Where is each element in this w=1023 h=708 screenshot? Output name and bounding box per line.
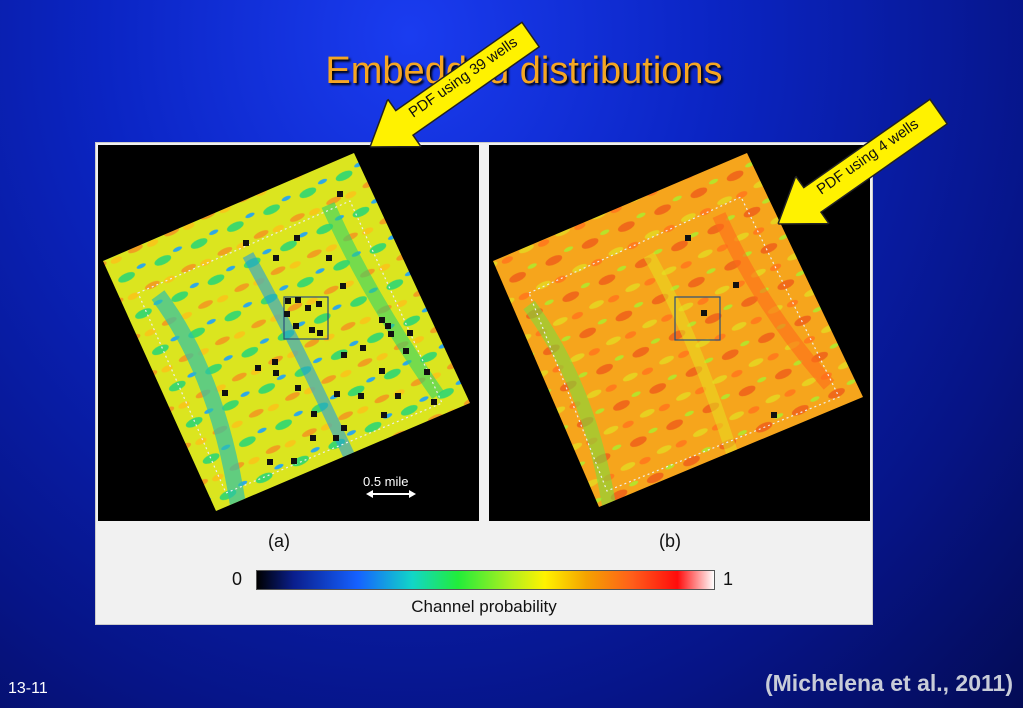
- callout-arrow-a: PDF using 39 wells: [353, 9, 550, 171]
- colorbar-max-label: 1: [723, 569, 734, 589]
- probability-map-a: 0.5 mile: [103, 153, 470, 511]
- map-panel-a: 0.5 mile: [98, 145, 479, 521]
- colorbar-min-label: 0: [232, 569, 243, 589]
- colorbar-title: Channel probability: [411, 597, 557, 616]
- slide-number: 13-11: [8, 680, 48, 697]
- callout-arrow-b: PDF using 4 wells: [761, 86, 958, 248]
- caption-b: (b): [659, 531, 681, 551]
- colorbar: [256, 570, 715, 590]
- caption-a: (a): [268, 531, 290, 551]
- scale-bar: 0.5 mile: [363, 474, 416, 498]
- figure-panel: 0.5 mile: [95, 142, 873, 625]
- citation: (Michelena et al., 2011): [764, 670, 1013, 696]
- scale-bar-label: 0.5 mile: [363, 474, 409, 489]
